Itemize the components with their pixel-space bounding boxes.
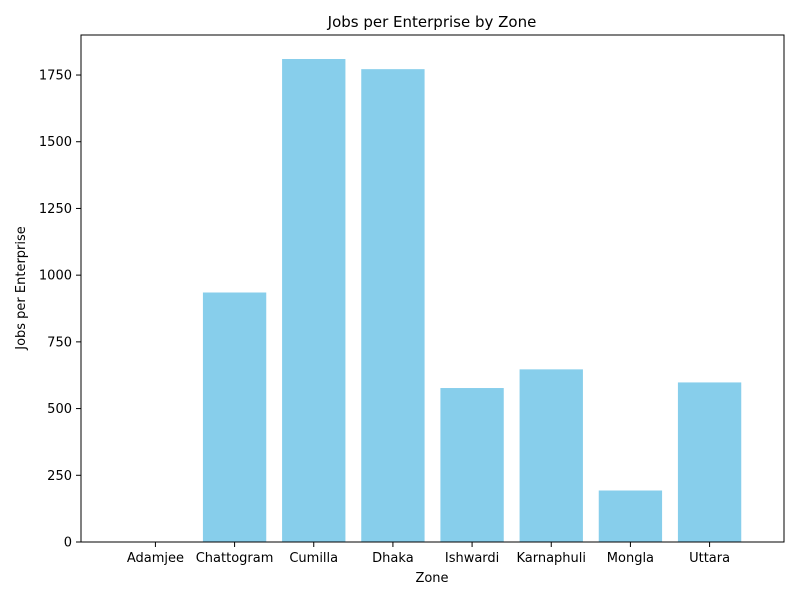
x-tick-label: Ishwardi (445, 551, 499, 566)
x-tick-label: Adamjee (127, 551, 184, 566)
y-tick-label: 1750 (39, 69, 72, 84)
chart-title: Jobs per Enterprise by Zone (327, 13, 537, 31)
y-axis-label: Jobs per Enterprise (14, 226, 29, 351)
y-tick-label: 0 (64, 536, 72, 551)
y-tick-label: 1250 (39, 202, 72, 217)
bar-uttara (677, 382, 742, 542)
bar-ishwardi (440, 388, 504, 542)
bar-mongla (598, 490, 663, 542)
y-tick-label: 1000 (39, 269, 72, 284)
bar-dhaka (361, 69, 425, 542)
y-tick-label: 750 (47, 335, 72, 350)
y-tick-label: 500 (47, 402, 72, 417)
y-axis: 0 250 500 750 1000 1250 1500 1750 (39, 69, 81, 551)
y-tick-label: 250 (47, 469, 72, 484)
x-axis: Adamjee Chattogram Cumilla Dhaka Ishwardi Kar… (127, 542, 730, 566)
x-tick-label: Chattogram (196, 551, 274, 566)
x-tick-label: Dhaka (372, 551, 413, 566)
plot-frame (80, 34, 785, 543)
bar-karnaphuli (519, 369, 583, 542)
x-tick-label: Cumilla (289, 551, 338, 566)
x-tick-label: Mongla (607, 551, 654, 566)
bars-group (202, 59, 742, 543)
x-tick-label: Karnaphuli (516, 551, 586, 566)
x-tick-label: Uttara (689, 551, 730, 566)
y-tick-label: 1500 (39, 135, 72, 150)
bar-cumilla (282, 59, 346, 543)
bar-chattogram (202, 292, 267, 542)
x-axis-label: Zone (415, 571, 448, 586)
